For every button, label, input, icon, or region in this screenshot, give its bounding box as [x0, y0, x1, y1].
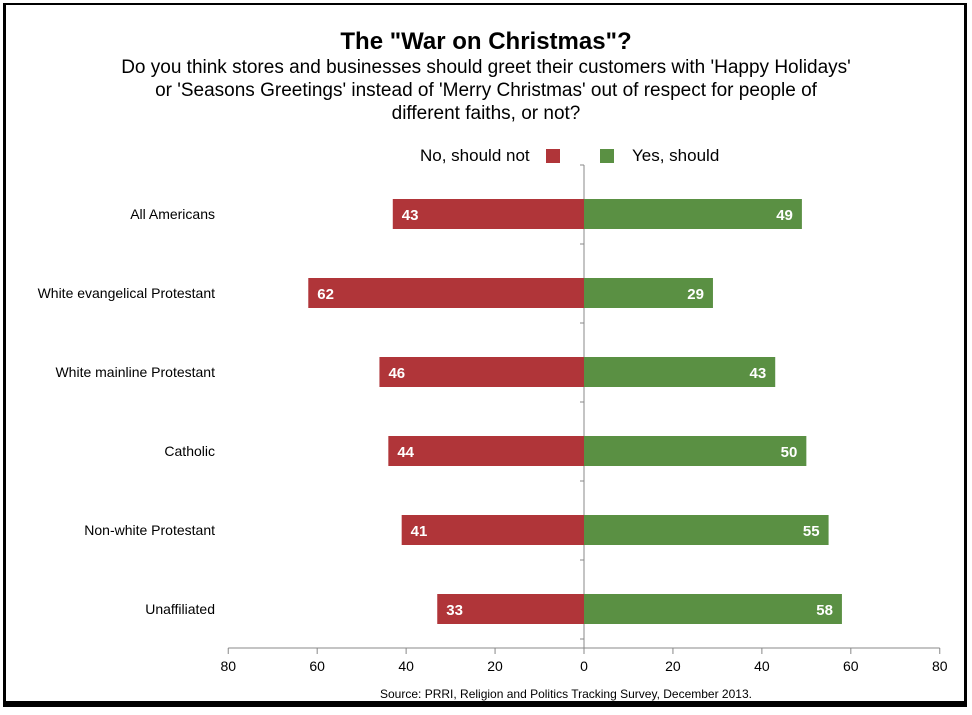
- bar-label-yes: 55: [803, 523, 820, 540]
- x-tick-label: 60: [309, 658, 325, 674]
- bar-yes: [584, 278, 713, 308]
- bar-no: [392, 199, 584, 229]
- x-tick-label: 80: [220, 658, 236, 674]
- bar-yes: [584, 594, 842, 624]
- category-label: Non-white Protestant: [84, 522, 215, 538]
- category-label: All Americans: [130, 206, 215, 222]
- bar-no: [437, 594, 584, 624]
- bar-label-yes: 43: [750, 365, 767, 382]
- bar-label-no: 62: [317, 286, 334, 303]
- bar-label-no: 44: [397, 444, 414, 461]
- category-label: Unaffiliated: [145, 601, 215, 617]
- source-note: Source: PRRI, Religion and Politics Trac…: [380, 687, 752, 701]
- bar-yes: [584, 199, 802, 229]
- category-label: White mainline Protestant: [55, 364, 215, 380]
- bar-no: [388, 436, 584, 466]
- chart-frame: [3, 3, 967, 707]
- legend-label-yes: Yes, should: [632, 146, 720, 165]
- bar-label-yes: 29: [687, 286, 704, 303]
- x-tick-label: 80: [932, 658, 948, 674]
- category-label: White evangelical Protestant: [38, 285, 216, 301]
- x-tick-label: 20: [487, 658, 503, 674]
- legend-swatch-no: [545, 149, 560, 163]
- bar-label-no: 33: [446, 602, 463, 619]
- legend-label-no: No, should not: [420, 146, 530, 165]
- x-tick-label: 40: [754, 658, 770, 674]
- category-label: Catholic: [164, 443, 215, 459]
- bar-label-yes: 49: [776, 207, 793, 224]
- chart-title: The "War on Christmas"?: [340, 28, 632, 55]
- bar-label-yes: 58: [816, 602, 833, 619]
- legend-item-yes: Yes, should: [600, 146, 719, 166]
- x-tick-label: 40: [398, 658, 414, 674]
- bar-yes: [584, 436, 807, 466]
- bar-yes: [584, 357, 776, 387]
- bar-label-no: 43: [402, 207, 419, 224]
- bar-no: [379, 357, 584, 387]
- bar-label-yes: 50: [781, 444, 798, 461]
- bar-no: [401, 515, 584, 545]
- bar-no: [308, 278, 584, 308]
- bar-label-no: 41: [411, 523, 428, 540]
- legend-item-no: No, should not: [420, 146, 560, 166]
- bar-yes: [584, 515, 829, 545]
- x-tick-label: 0: [580, 658, 588, 674]
- bar-label-no: 46: [388, 365, 405, 382]
- x-tick-label: 60: [843, 658, 859, 674]
- legend-swatch-yes: [600, 149, 614, 163]
- chart-subtitle: Do you think stores and businesses shoul…: [121, 57, 851, 124]
- x-tick-label: 20: [665, 658, 681, 674]
